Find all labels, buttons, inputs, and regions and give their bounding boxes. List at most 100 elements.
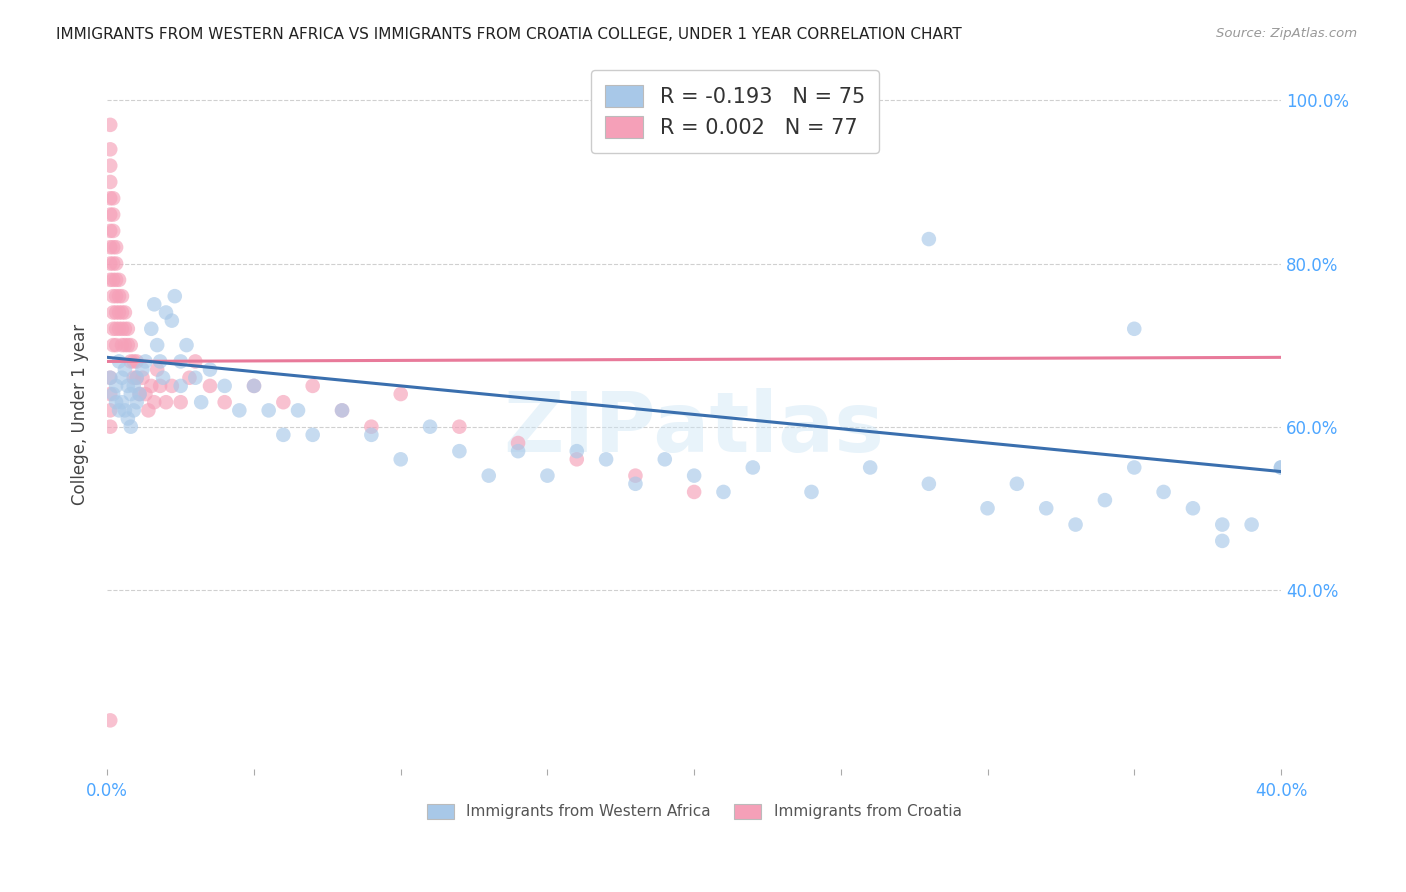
Point bbox=[184, 354, 207, 368]
Point bbox=[98, 142, 121, 156]
Point bbox=[101, 224, 124, 238]
Point bbox=[122, 370, 145, 384]
Point bbox=[114, 403, 136, 417]
Point bbox=[117, 338, 139, 352]
Point bbox=[1035, 501, 1057, 516]
Point bbox=[273, 395, 295, 409]
Point bbox=[198, 379, 221, 393]
Point bbox=[141, 379, 163, 393]
Point bbox=[108, 273, 131, 287]
Legend: Immigrants from Western Africa, Immigrants from Croatia: Immigrants from Western Africa, Immigran… bbox=[420, 797, 967, 825]
Point bbox=[108, 403, 131, 417]
Point bbox=[125, 395, 148, 409]
Point bbox=[128, 387, 150, 401]
Point bbox=[101, 289, 124, 303]
Point bbox=[98, 208, 121, 222]
Point bbox=[169, 395, 191, 409]
Point bbox=[125, 370, 148, 384]
Point bbox=[98, 419, 121, 434]
Point bbox=[506, 444, 529, 458]
Point bbox=[105, 289, 128, 303]
Point bbox=[214, 395, 236, 409]
Point bbox=[1064, 517, 1087, 532]
Point bbox=[134, 387, 156, 401]
Point bbox=[741, 460, 763, 475]
Point bbox=[120, 387, 142, 401]
Point bbox=[449, 419, 471, 434]
Point bbox=[1094, 493, 1116, 508]
Point bbox=[98, 175, 121, 189]
Point bbox=[131, 370, 153, 384]
Point bbox=[125, 354, 148, 368]
Point bbox=[330, 403, 353, 417]
Point bbox=[98, 370, 121, 384]
Point bbox=[134, 354, 156, 368]
Point bbox=[146, 338, 169, 352]
Point bbox=[683, 485, 706, 500]
Text: IMMIGRANTS FROM WESTERN AFRICA VS IMMIGRANTS FROM CROATIA COLLEGE, UNDER 1 YEAR : IMMIGRANTS FROM WESTERN AFRICA VS IMMIGR… bbox=[56, 27, 962, 42]
Text: ZIPatlas: ZIPatlas bbox=[503, 388, 884, 469]
Point bbox=[683, 468, 706, 483]
Point bbox=[565, 444, 588, 458]
Point bbox=[713, 485, 735, 500]
Point bbox=[98, 403, 121, 417]
Point bbox=[389, 452, 412, 467]
Point bbox=[184, 370, 207, 384]
Point bbox=[1211, 533, 1233, 548]
Point bbox=[105, 338, 128, 352]
Point bbox=[120, 338, 142, 352]
Point bbox=[918, 476, 941, 491]
Point bbox=[101, 240, 124, 254]
Point bbox=[101, 208, 124, 222]
Point bbox=[163, 289, 186, 303]
Point bbox=[111, 370, 134, 384]
Point bbox=[98, 370, 121, 384]
Point bbox=[1240, 517, 1263, 532]
Point bbox=[101, 322, 124, 336]
Point bbox=[105, 305, 128, 319]
Point bbox=[101, 256, 124, 270]
Point bbox=[1270, 460, 1292, 475]
Point bbox=[131, 362, 153, 376]
Point bbox=[360, 419, 382, 434]
Point bbox=[98, 240, 121, 254]
Point bbox=[111, 338, 134, 352]
Point bbox=[105, 395, 128, 409]
Point bbox=[141, 322, 163, 336]
Text: Source: ZipAtlas.com: Source: ZipAtlas.com bbox=[1216, 27, 1357, 40]
Point bbox=[143, 395, 166, 409]
Point bbox=[122, 403, 145, 417]
Point bbox=[111, 289, 134, 303]
Point bbox=[98, 714, 121, 728]
Point bbox=[624, 476, 647, 491]
Point bbox=[105, 322, 128, 336]
Point bbox=[111, 395, 134, 409]
Point bbox=[257, 403, 280, 417]
Point bbox=[101, 338, 124, 352]
Point bbox=[108, 305, 131, 319]
Point bbox=[105, 240, 128, 254]
Point bbox=[1005, 476, 1028, 491]
Point bbox=[287, 403, 309, 417]
Point bbox=[120, 419, 142, 434]
Point bbox=[98, 118, 121, 132]
Point bbox=[169, 379, 191, 393]
Point bbox=[149, 354, 172, 368]
Point bbox=[105, 256, 128, 270]
Point bbox=[160, 379, 183, 393]
Point bbox=[301, 379, 323, 393]
Point bbox=[1270, 460, 1292, 475]
Point bbox=[190, 395, 212, 409]
Point bbox=[149, 379, 172, 393]
Point bbox=[176, 338, 198, 352]
Point bbox=[389, 387, 412, 401]
Point bbox=[117, 411, 139, 425]
Point bbox=[1211, 517, 1233, 532]
Point bbox=[536, 468, 558, 483]
Point bbox=[976, 501, 998, 516]
Point bbox=[800, 485, 823, 500]
Point bbox=[152, 370, 174, 384]
Point bbox=[624, 468, 647, 483]
Point bbox=[108, 289, 131, 303]
Point bbox=[128, 387, 150, 401]
